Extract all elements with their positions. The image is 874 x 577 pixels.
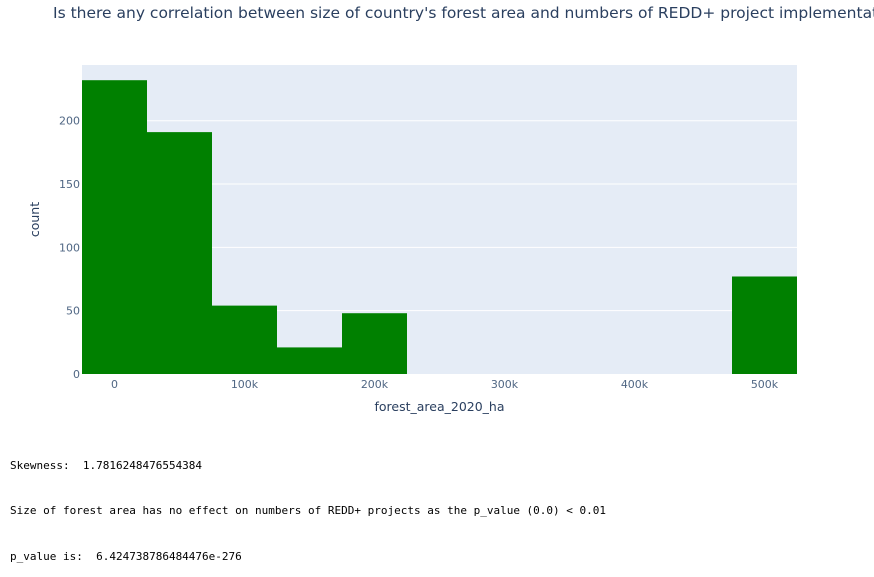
histogram-bar xyxy=(147,132,212,374)
y-axis-title: count xyxy=(27,202,42,237)
y-tick-label: 150 xyxy=(59,178,80,191)
x-tick-label: 400k xyxy=(621,378,649,391)
x-tick-label: 500k xyxy=(751,378,779,391)
y-tick-label: 200 xyxy=(59,115,80,128)
conclusion-output: Size of forest area has no effect on num… xyxy=(10,504,607,517)
bars xyxy=(82,80,797,375)
histogram-bar xyxy=(732,276,797,374)
histogram-bar xyxy=(212,305,277,374)
y-tick-label: 100 xyxy=(59,241,80,254)
y-tick-label: 0 xyxy=(73,368,80,381)
skewness-output: Skewness: 1.7816248476554384 xyxy=(10,459,203,472)
histogram-bar xyxy=(82,80,147,375)
x-axis-title: forest_area_2020_ha xyxy=(374,399,504,414)
x-tick-label: 100k xyxy=(231,378,259,391)
histogram-chart: 0 50 100 150 200 0 100k 200k 300k 400k 500k fores… xyxy=(27,65,797,414)
histogram-bar xyxy=(277,347,342,374)
x-tick-label: 300k xyxy=(491,378,519,391)
chart-title: Is there any correlation between size of… xyxy=(53,4,874,22)
y-axis-ticks: 0 50 100 150 200 xyxy=(59,115,80,381)
x-tick-label: 0 xyxy=(111,378,118,391)
p-value-output: p_value is: 6.424738786484476e-276 xyxy=(10,550,242,563)
x-tick-label: 200k xyxy=(361,378,389,391)
histogram-bar xyxy=(342,313,407,374)
y-tick-label: 50 xyxy=(66,305,80,318)
x-axis-ticks: 0 100k 200k 300k 400k 500k xyxy=(111,378,779,391)
